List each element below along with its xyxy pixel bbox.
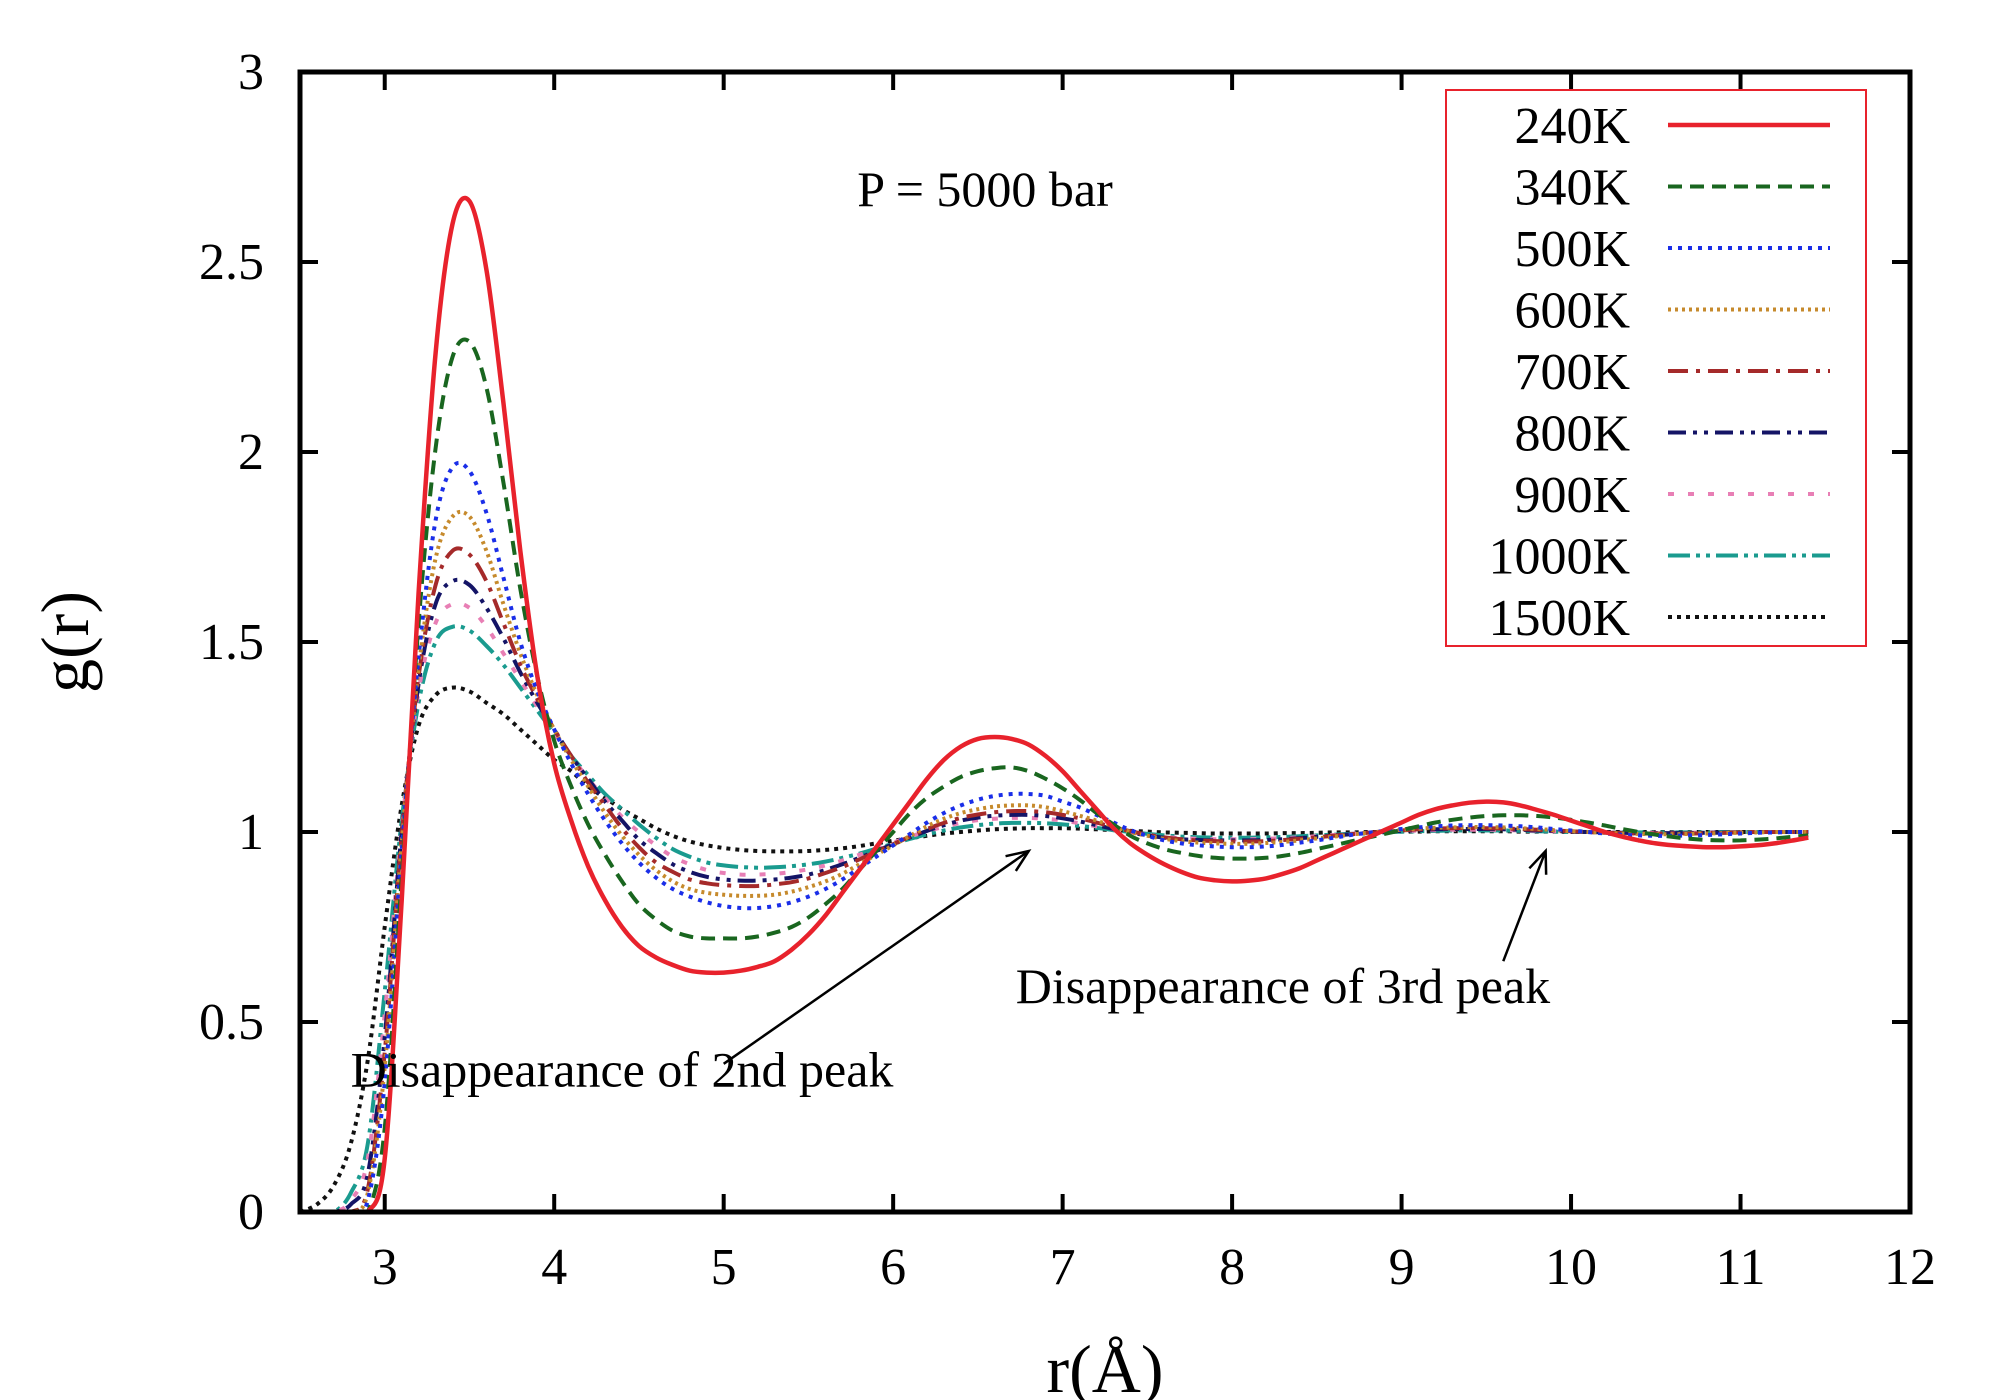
legend-label: 900K <box>1514 467 1630 524</box>
y-tick-label: 0 <box>238 1184 264 1241</box>
arrow-3rd-peak-head <box>1528 847 1548 875</box>
annotation-3rd-peak: Disappearance of 3rd peak <box>1016 958 1550 1014</box>
x-tick-label: 7 <box>1050 1239 1076 1296</box>
x-tick-label: 8 <box>1219 1239 1245 1296</box>
legend-label: 800K <box>1514 406 1630 463</box>
x-tick-label: 3 <box>372 1239 398 1296</box>
series-line-1500K <box>300 685 1809 1212</box>
legend-label: 700K <box>1514 344 1630 401</box>
series-layer <box>300 195 1809 1212</box>
series-line-500K <box>300 460 1809 1212</box>
series-line-240K <box>300 195 1809 1212</box>
x-tick-label: 12 <box>1884 1239 1936 1296</box>
legend-frame <box>1445 89 1867 647</box>
series-line-900K <box>300 601 1809 1212</box>
axis-ticks <box>300 70 1912 1214</box>
legend-label: 500K <box>1514 221 1630 278</box>
arrow-3rd-peak-shaft <box>1502 850 1547 962</box>
x-tick-label: 4 <box>541 1239 567 1296</box>
legend-label: 340K <box>1514 160 1630 217</box>
y-tick-label: 3 <box>238 44 264 101</box>
x-tick-label: 6 <box>880 1239 906 1296</box>
series-line-1000K <box>300 624 1809 1212</box>
plot-frame <box>297 69 1913 1215</box>
arrow-2nd-peak-head <box>1005 849 1032 872</box>
legend-label: 240K <box>1514 98 1630 155</box>
x-tick-label: 11 <box>1715 1239 1765 1296</box>
x-axis-title: r(Å) <box>1046 1331 1163 1400</box>
tick-labels: 3 4 5 6 7 8 9 10 11 12 0 0.5 1 1.5 2 2.5 3 <box>199 44 1936 1296</box>
x-tick-label: 9 <box>1389 1239 1415 1296</box>
x-tick-label: 10 <box>1545 1239 1597 1296</box>
y-axis-title: g(r) <box>27 591 103 693</box>
pressure-annotation: P = 5000 bar <box>857 161 1113 217</box>
y-tick-label: 1 <box>238 804 264 861</box>
y-tick-label: 1.5 <box>199 614 264 671</box>
series-line-700K <box>300 546 1809 1212</box>
legend-label: 1500K <box>1488 590 1630 647</box>
x-tick-label: 5 <box>711 1239 737 1296</box>
arrow-2nd-peak-shaft <box>722 849 1030 1065</box>
legend-label: 1000K <box>1488 529 1630 586</box>
series-line-600K <box>300 509 1809 1212</box>
y-tick-label: 0.5 <box>199 994 264 1051</box>
annotation-2nd-peak: Disappearance of 2nd peak <box>351 1042 894 1098</box>
y-tick-label: 2.5 <box>199 234 264 291</box>
legend-label: 600K <box>1514 283 1630 340</box>
annotations: Disappearance of 2nd peak Disappearance o… <box>351 847 1550 1098</box>
series-line-340K <box>300 337 1809 1212</box>
y-tick-label: 2 <box>238 424 264 481</box>
